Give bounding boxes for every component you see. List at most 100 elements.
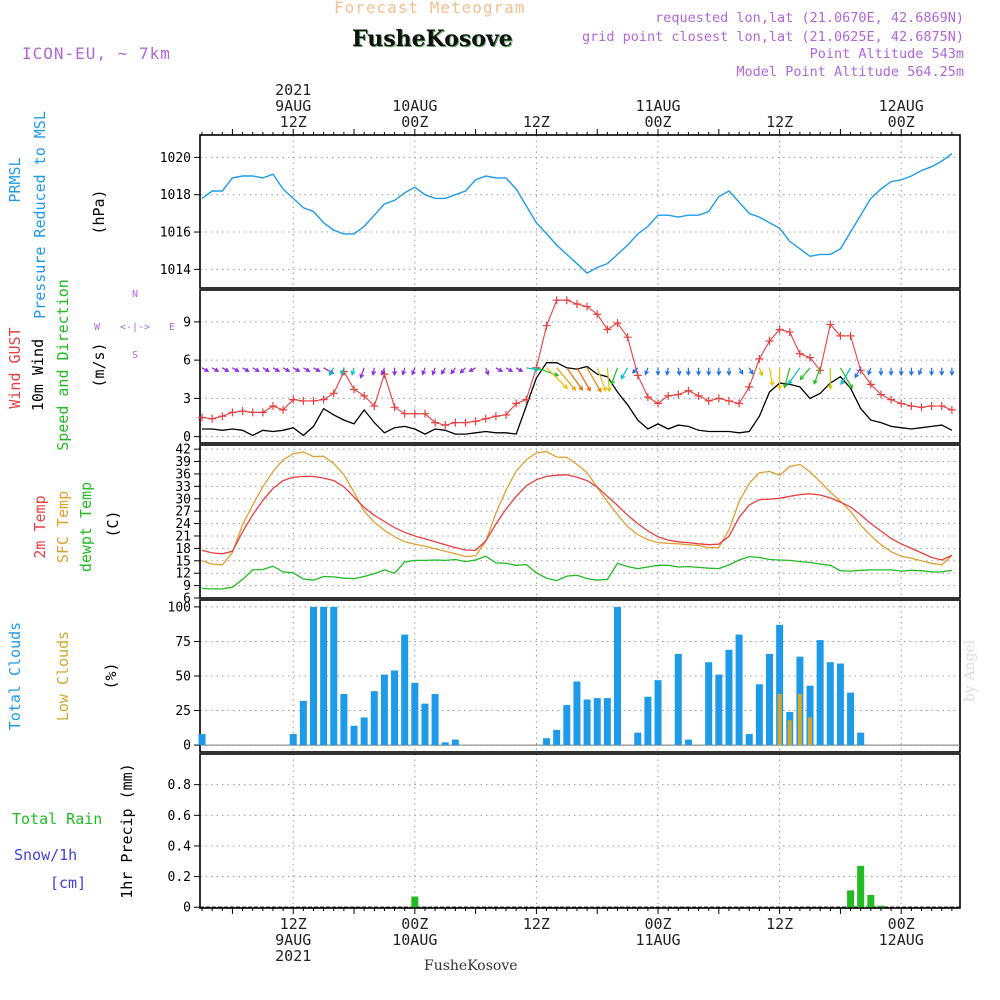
y-tick-label: 12 xyxy=(175,567,191,582)
y-tick-label: 6 xyxy=(183,354,191,369)
wind-direction-arrow xyxy=(392,367,398,377)
compass-arrow: <-|-> xyxy=(120,322,150,333)
wind-direction-arrow xyxy=(495,367,504,372)
y-tick-label: 25 xyxy=(175,704,191,719)
wind-direction-arrow xyxy=(655,367,661,377)
wind-direction-arrow xyxy=(484,367,490,376)
wind-direction-arrow xyxy=(748,367,754,375)
total-clouds-bar xyxy=(350,725,358,746)
gust-marker xyxy=(491,412,500,421)
wind-direction-arrow xyxy=(459,367,466,374)
gust-marker xyxy=(856,366,865,375)
gust-marker xyxy=(866,380,875,389)
wind-direction-arrow xyxy=(854,367,862,379)
rain-bar xyxy=(847,890,855,908)
wind-direction-arrow xyxy=(505,367,514,372)
y-tick-label: 0.4 xyxy=(168,839,192,854)
gust-marker xyxy=(775,325,784,334)
wind-direction-arrow xyxy=(908,367,914,377)
total-clouds-bar xyxy=(715,674,723,746)
gust-marker xyxy=(390,403,399,412)
wind-direction-arrow xyxy=(566,367,584,391)
y-tick-label: 18 xyxy=(175,542,191,557)
y-tick-label: 39 xyxy=(175,455,191,470)
total-clouds-bar xyxy=(735,634,743,746)
model-label: ICON-EU, ~ 7km xyxy=(22,44,171,63)
gust-marker xyxy=(755,354,764,363)
wind-direction-arrow xyxy=(359,367,365,379)
gust-marker xyxy=(461,418,470,427)
wind-direction-arrow xyxy=(631,367,639,374)
total-clouds-bar xyxy=(320,606,328,746)
temp-2m-line xyxy=(201,474,953,561)
point-altitude: Point Altitude 543m xyxy=(809,46,964,62)
y-tick-label: 100 xyxy=(168,600,191,615)
y-tick-label: 1018 xyxy=(160,188,191,203)
low-clouds-bar xyxy=(808,717,813,746)
total-clouds-bar xyxy=(644,696,652,746)
panel-frame xyxy=(199,599,961,753)
total-clouds-bar xyxy=(431,693,439,746)
total-clouds-bar xyxy=(563,705,571,746)
x-axis-bottom-label: 12Z xyxy=(523,915,550,933)
gust-marker xyxy=(420,409,429,418)
gust-marker xyxy=(410,409,419,418)
wind-direction-arrow xyxy=(232,367,240,372)
model-point-altitude: Model Point Altitude 564.25m xyxy=(736,64,964,80)
wind-direction-arrow xyxy=(888,367,894,377)
y-tick-label: 9 xyxy=(183,315,191,330)
compass-south: S xyxy=(132,350,138,361)
wind-direction-axis-title: Speed and Direction xyxy=(54,279,72,451)
gust-marker xyxy=(431,418,440,427)
gust-marker xyxy=(198,413,207,422)
footer-site-name: FusheKosove xyxy=(424,958,518,974)
low-clouds-bar xyxy=(787,720,792,746)
y-tick-label: 0 xyxy=(183,901,191,916)
wind-direction-arrow xyxy=(441,367,446,375)
gust-marker xyxy=(572,300,581,309)
total-clouds-bar xyxy=(705,662,713,746)
wind-direction-arrow xyxy=(799,367,811,381)
gust-marker xyxy=(208,414,217,423)
wind-direction-arrow xyxy=(738,367,744,375)
gust-marker xyxy=(674,390,683,399)
gust-marker xyxy=(248,408,257,417)
total-clouds-bar xyxy=(725,649,733,746)
x-axis-bottom-label: 9AUG xyxy=(275,931,311,949)
wind-direction-arrow xyxy=(758,367,764,377)
x-axis-top-label: 12Z xyxy=(523,113,550,131)
dewpoint-line xyxy=(201,555,953,590)
total-clouds-bar xyxy=(380,674,388,746)
gust-marker xyxy=(765,337,774,345)
wind-direction-arrow xyxy=(777,367,783,391)
gust-marker xyxy=(745,382,754,391)
wind-direction-arrow xyxy=(272,367,281,372)
compass-west: W xyxy=(94,322,101,333)
gust-marker xyxy=(471,417,480,426)
total-clouds-bar xyxy=(613,606,621,746)
gust-marker xyxy=(694,391,703,400)
gust-marker xyxy=(593,310,602,319)
x-axis-bottom-label: 12Z xyxy=(280,915,307,933)
wind-direction-arrow xyxy=(201,367,210,372)
gust-marker xyxy=(299,396,308,405)
gust-marker xyxy=(502,410,511,419)
x-axis-bottom-label: 11AUG xyxy=(635,931,680,949)
wind-direction-arrow xyxy=(450,367,456,375)
y-tick-label: 21 xyxy=(175,529,191,544)
gust-marker xyxy=(927,402,936,411)
y-tick-label: 1014 xyxy=(160,263,191,278)
total-clouds-bar xyxy=(674,653,682,746)
y-tick-label: 0 xyxy=(183,430,191,445)
gust-marker xyxy=(562,296,571,305)
wind-direction-arrow xyxy=(340,367,345,376)
panel-frame xyxy=(199,289,961,444)
wind-direction-arrow xyxy=(546,367,568,390)
wind-direction-arrow xyxy=(586,367,602,393)
total-clouds-bar xyxy=(370,691,378,746)
gust-marker xyxy=(542,321,551,330)
gust-marker xyxy=(785,328,794,337)
wind-direction-arrow xyxy=(576,367,591,392)
gust-marker xyxy=(654,399,663,408)
total-clouds-bar xyxy=(816,640,824,746)
